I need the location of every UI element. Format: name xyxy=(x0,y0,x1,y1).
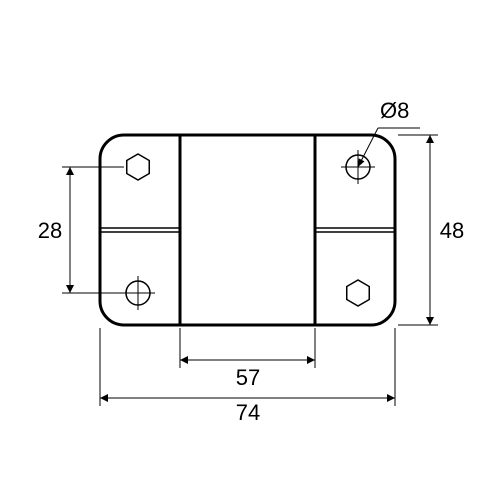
dim-74-label: 74 xyxy=(236,400,260,425)
technical-drawing: 28 48 57 74 Ø8 xyxy=(0,0,500,500)
dim-48-label: 48 xyxy=(440,218,464,243)
dim-28-label: 28 xyxy=(38,218,62,243)
dim-57-label: 57 xyxy=(236,365,260,390)
hole-br-hex xyxy=(347,280,370,306)
dim-dia-label: Ø8 xyxy=(380,98,409,123)
outer-body xyxy=(100,135,395,325)
hole-tl-hex xyxy=(127,154,150,180)
